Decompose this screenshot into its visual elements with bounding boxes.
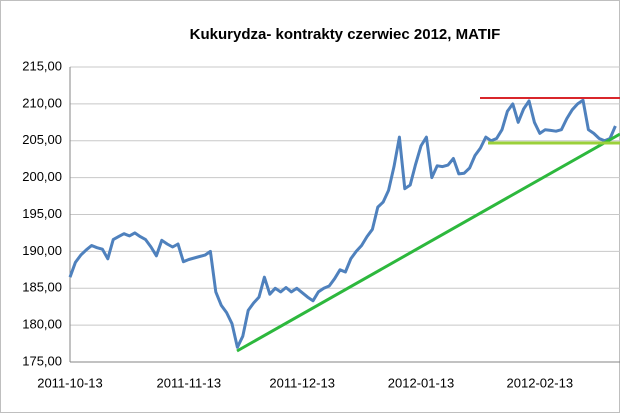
x-tick-label: 2011-11-13	[157, 375, 222, 390]
y-tick-label: 180,00	[22, 317, 62, 332]
x-tick-label: 2011-10-13	[37, 375, 103, 390]
x-tick-label: 2012-02-13	[507, 375, 574, 390]
y-tick-label: 185,00	[22, 280, 62, 295]
price-line	[68, 98, 617, 349]
support-trendline	[236, 132, 620, 353]
x-tick-label: 2011-12-13	[269, 375, 335, 390]
plot	[68, 98, 617, 349]
y-tick-label: 205,00	[22, 132, 62, 147]
y-tick-label: 210,00	[22, 95, 62, 110]
y-tick-label: 175,00	[22, 353, 62, 368]
x-tick-label: 2012-01-13	[388, 375, 455, 390]
y-tick-label: 200,00	[22, 169, 62, 184]
grid	[70, 66, 620, 363]
y-tick-label: 195,00	[22, 206, 62, 221]
y-tick-label: 190,00	[22, 243, 62, 258]
y-tick-label: 215,00	[22, 58, 62, 73]
chart-title: Kukurydza- kontrakty czerwiec 2012, MATI…	[190, 26, 501, 43]
